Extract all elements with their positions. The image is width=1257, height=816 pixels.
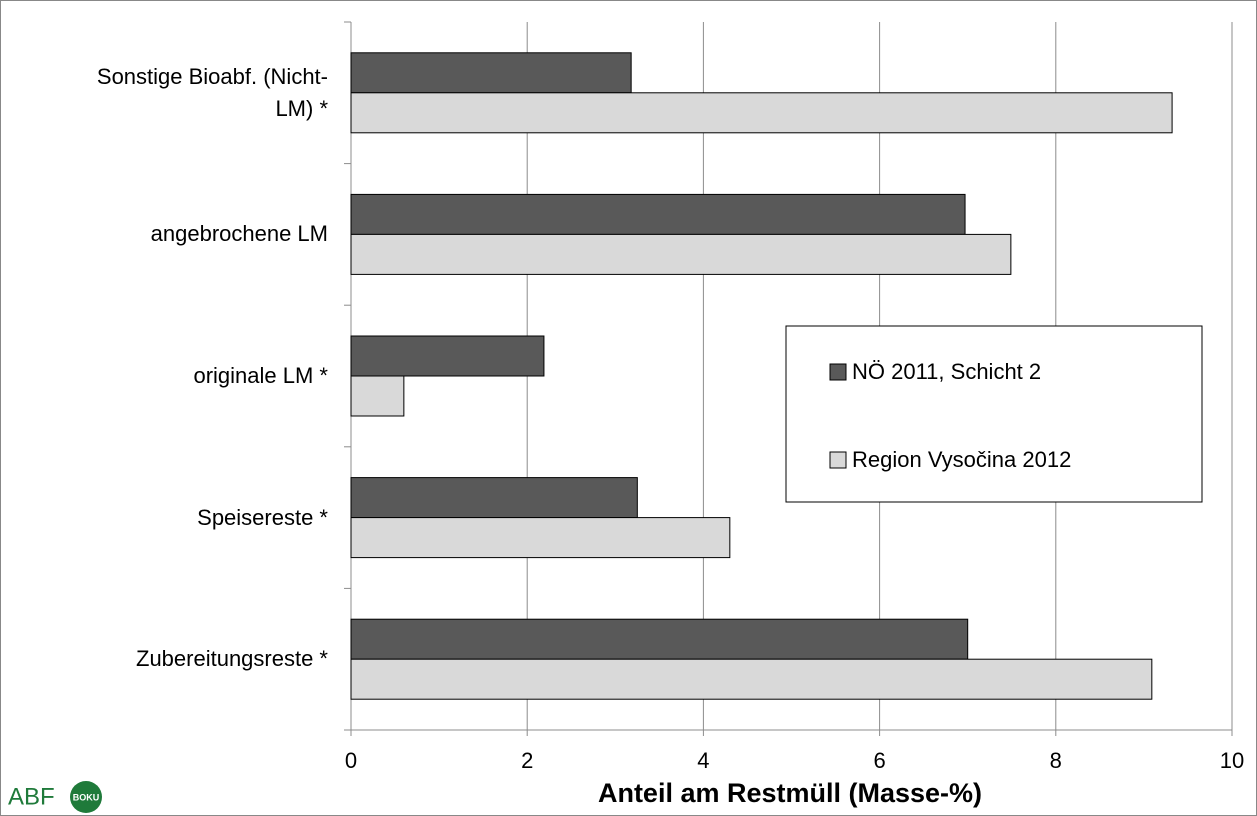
legend-swatch <box>829 363 847 381</box>
x-tick-label: 6 <box>873 748 885 773</box>
bar <box>350 517 731 559</box>
x-tick-label: 0 <box>345 748 357 773</box>
bar <box>350 52 632 94</box>
logo-badge: BOKU <box>73 792 100 802</box>
y-tick-label: Speisereste * <box>197 504 328 530</box>
x-tick-label: 2 <box>521 748 533 773</box>
logo-text: ABF <box>8 783 55 810</box>
bar <box>350 658 1153 700</box>
bar <box>350 477 638 519</box>
bar <box>350 193 966 235</box>
x-tick-label: 4 <box>697 748 709 773</box>
legend-label: Region Vysočina 2012 <box>852 447 1071 472</box>
legend-box <box>785 325 1203 503</box>
x-tick-label: 8 <box>1050 748 1062 773</box>
bar <box>350 375 405 417</box>
x-axis-title: Anteil am Restmüll (Masse-%) <box>598 778 982 808</box>
x-tick-label: 10 <box>1220 748 1244 773</box>
y-tick-label: Zubereitungsreste * <box>136 646 328 672</box>
logo-badge-circle <box>70 781 102 813</box>
bar <box>350 233 1012 275</box>
bar <box>350 618 969 660</box>
y-tick-label: Sonstige Bioabf. (Nicht-LM) * <box>96 63 328 121</box>
y-tick-label: originale LM * <box>193 363 328 388</box>
y-tick-label: angebrochene LM <box>150 221 328 247</box>
bar <box>350 92 1173 134</box>
legend-swatch <box>829 451 847 469</box>
legend-label: NÖ 2011, Schicht 2 <box>852 359 1041 384</box>
bar <box>350 335 545 377</box>
